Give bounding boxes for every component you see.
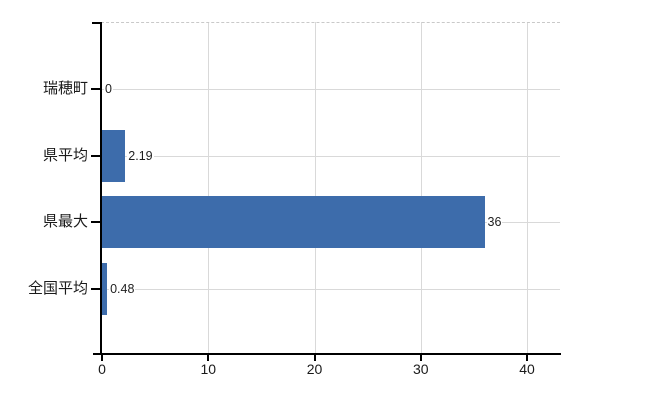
y-axis-line: [100, 22, 102, 355]
horizontal-gridline: [102, 89, 560, 90]
x-tick-label: 40: [519, 361, 535, 377]
bar: [102, 129, 126, 182]
x-tick-mark: [419, 355, 422, 361]
x-tick-label: 30: [412, 361, 429, 377]
horizontal-gridline: [102, 288, 560, 290]
vertical-gridline: [420, 22, 422, 353]
y-tick-mark: [91, 221, 100, 223]
x-tick-mark: [526, 355, 528, 361]
bar-value-label: 36: [486, 214, 503, 230]
horizontal-gridline: [102, 155, 560, 157]
vertical-gridline: [208, 22, 210, 353]
x-tick-mark: [207, 355, 210, 361]
y-tick-mark: [91, 88, 100, 90]
bar-value-label: 2.19: [127, 147, 154, 164]
x-tick-label: 20: [306, 361, 323, 377]
bar: [102, 262, 108, 315]
category-label: 県平均: [42, 146, 88, 164]
bar-value-label: 0.48: [109, 280, 136, 297]
bar: [102, 196, 485, 248]
y-tick-mark: [91, 287, 100, 290]
x-tick-label: 10: [200, 361, 217, 377]
y-axis-top-tick: [92, 22, 101, 24]
vertical-gridline: [527, 22, 528, 353]
vertical-gridline: [314, 22, 316, 353]
x-tick-label: 0: [98, 361, 106, 377]
x-tick-mark: [101, 355, 103, 361]
bar-value-label: 0: [104, 81, 113, 97]
x-tick-mark: [313, 355, 316, 361]
category-label: 瑞穂町: [42, 80, 88, 97]
category-label: 県最大: [42, 213, 88, 230]
x-axis-line: [93, 353, 561, 355]
y-tick-mark: [91, 154, 100, 157]
plot-top-border: [101, 22, 560, 23]
category-label: 全国平均: [27, 279, 88, 297]
